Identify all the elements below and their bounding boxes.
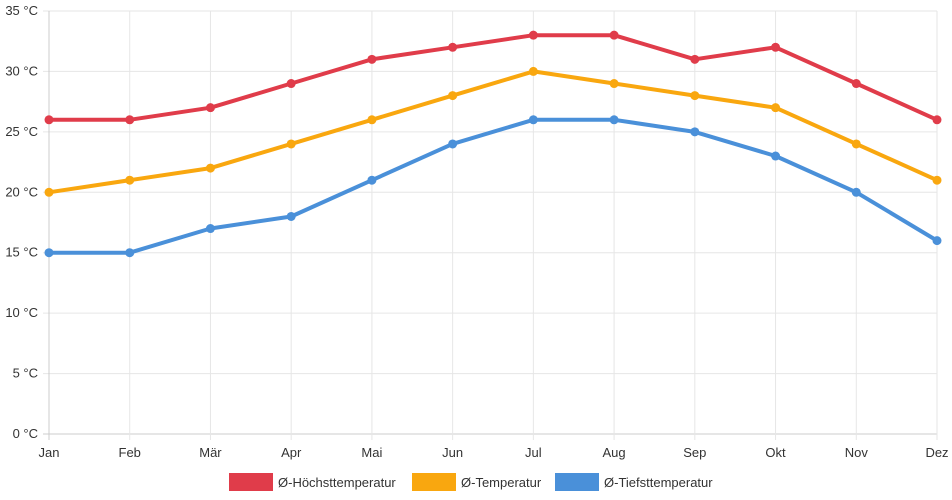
data-point[interactable] [690,127,700,137]
data-point[interactable] [771,151,781,161]
data-point[interactable] [125,248,135,258]
data-point[interactable] [771,42,781,52]
data-point[interactable] [932,115,942,125]
x-tick-label: Aug [603,445,626,460]
legend: Ø-Höchsttemperatur Ø-Temperatur Ø-Tiefstte… [229,473,713,491]
x-tick-label: Jul [525,445,542,460]
legend-label: Ø-Temperatur [461,475,542,490]
data-point[interactable] [286,211,296,221]
legend-swatch [229,473,273,491]
y-tick-label: 30 °C [5,63,38,78]
data-point[interactable] [448,42,458,52]
series-line [47,117,939,255]
data-point[interactable] [528,30,538,40]
series-3 [44,115,942,258]
data-point[interactable] [528,66,538,76]
data-point[interactable] [286,139,296,149]
data-point[interactable] [609,30,619,40]
legend-label: Ø-Tiefsttemperatur [604,475,713,490]
x-tick-label: Mai [361,445,382,460]
data-point[interactable] [932,175,942,185]
data-point[interactable] [851,79,861,89]
y-tick-label: 35 °C [5,3,38,18]
x-tick-label: Mär [199,445,222,460]
data-point[interactable] [367,175,377,185]
grid-layer [43,10,938,440]
data-point[interactable] [125,175,135,185]
legend-item-2[interactable]: Ø-Temperatur [412,473,542,491]
y-tick-label: 5 °C [13,366,38,381]
axis-layer: 0 °C 5 °C 10 °C 15 °C 20 °C 25 °C 30 °C 35 °C Ja… [5,3,948,460]
legend-swatch [555,473,599,491]
data-point[interactable] [44,248,54,258]
y-tick-label: 25 °C [5,124,38,139]
x-tick-label: Jan [39,445,60,460]
x-tick-label: Feb [119,445,141,460]
data-point[interactable] [690,91,700,101]
y-tick-label: 10 °C [5,305,38,320]
data-point[interactable] [205,163,215,173]
data-point[interactable] [44,187,54,197]
series-1 [44,30,942,125]
series-line [47,69,939,195]
data-point[interactable] [690,54,700,64]
series-layer [44,30,942,258]
x-tick-label: Apr [281,445,302,460]
x-tick-label: Jun [442,445,463,460]
x-tick-label: Sep [683,445,706,460]
data-point[interactable] [367,54,377,64]
x-tick-label: Nov [845,445,869,460]
data-point[interactable] [609,79,619,89]
data-point[interactable] [125,115,135,125]
data-point[interactable] [851,139,861,149]
series-line [47,33,939,122]
y-tick-label: 20 °C [5,184,38,199]
data-point[interactable] [932,236,942,246]
data-point[interactable] [851,187,861,197]
legend-item-3[interactable]: Ø-Tiefsttemperatur [555,473,713,491]
legend-item-1[interactable]: Ø-Höchsttemperatur [229,473,396,491]
legend-label: Ø-Höchsttemperatur [278,475,396,490]
legend-swatch [412,473,456,491]
data-point[interactable] [528,115,538,125]
y-tick-label: 15 °C [5,245,38,260]
data-point[interactable] [448,139,458,149]
series-2 [44,66,942,197]
y-tick-label: 0 °C [13,426,38,441]
data-point[interactable] [44,115,54,125]
data-point[interactable] [367,115,377,125]
x-tick-label: Dez [925,445,948,460]
data-point[interactable] [609,115,619,125]
x-tick-label: Okt [765,445,786,460]
data-point[interactable] [448,91,458,101]
data-point[interactable] [771,103,781,113]
data-point[interactable] [286,79,296,89]
data-point[interactable] [205,103,215,113]
data-point[interactable] [205,224,215,234]
